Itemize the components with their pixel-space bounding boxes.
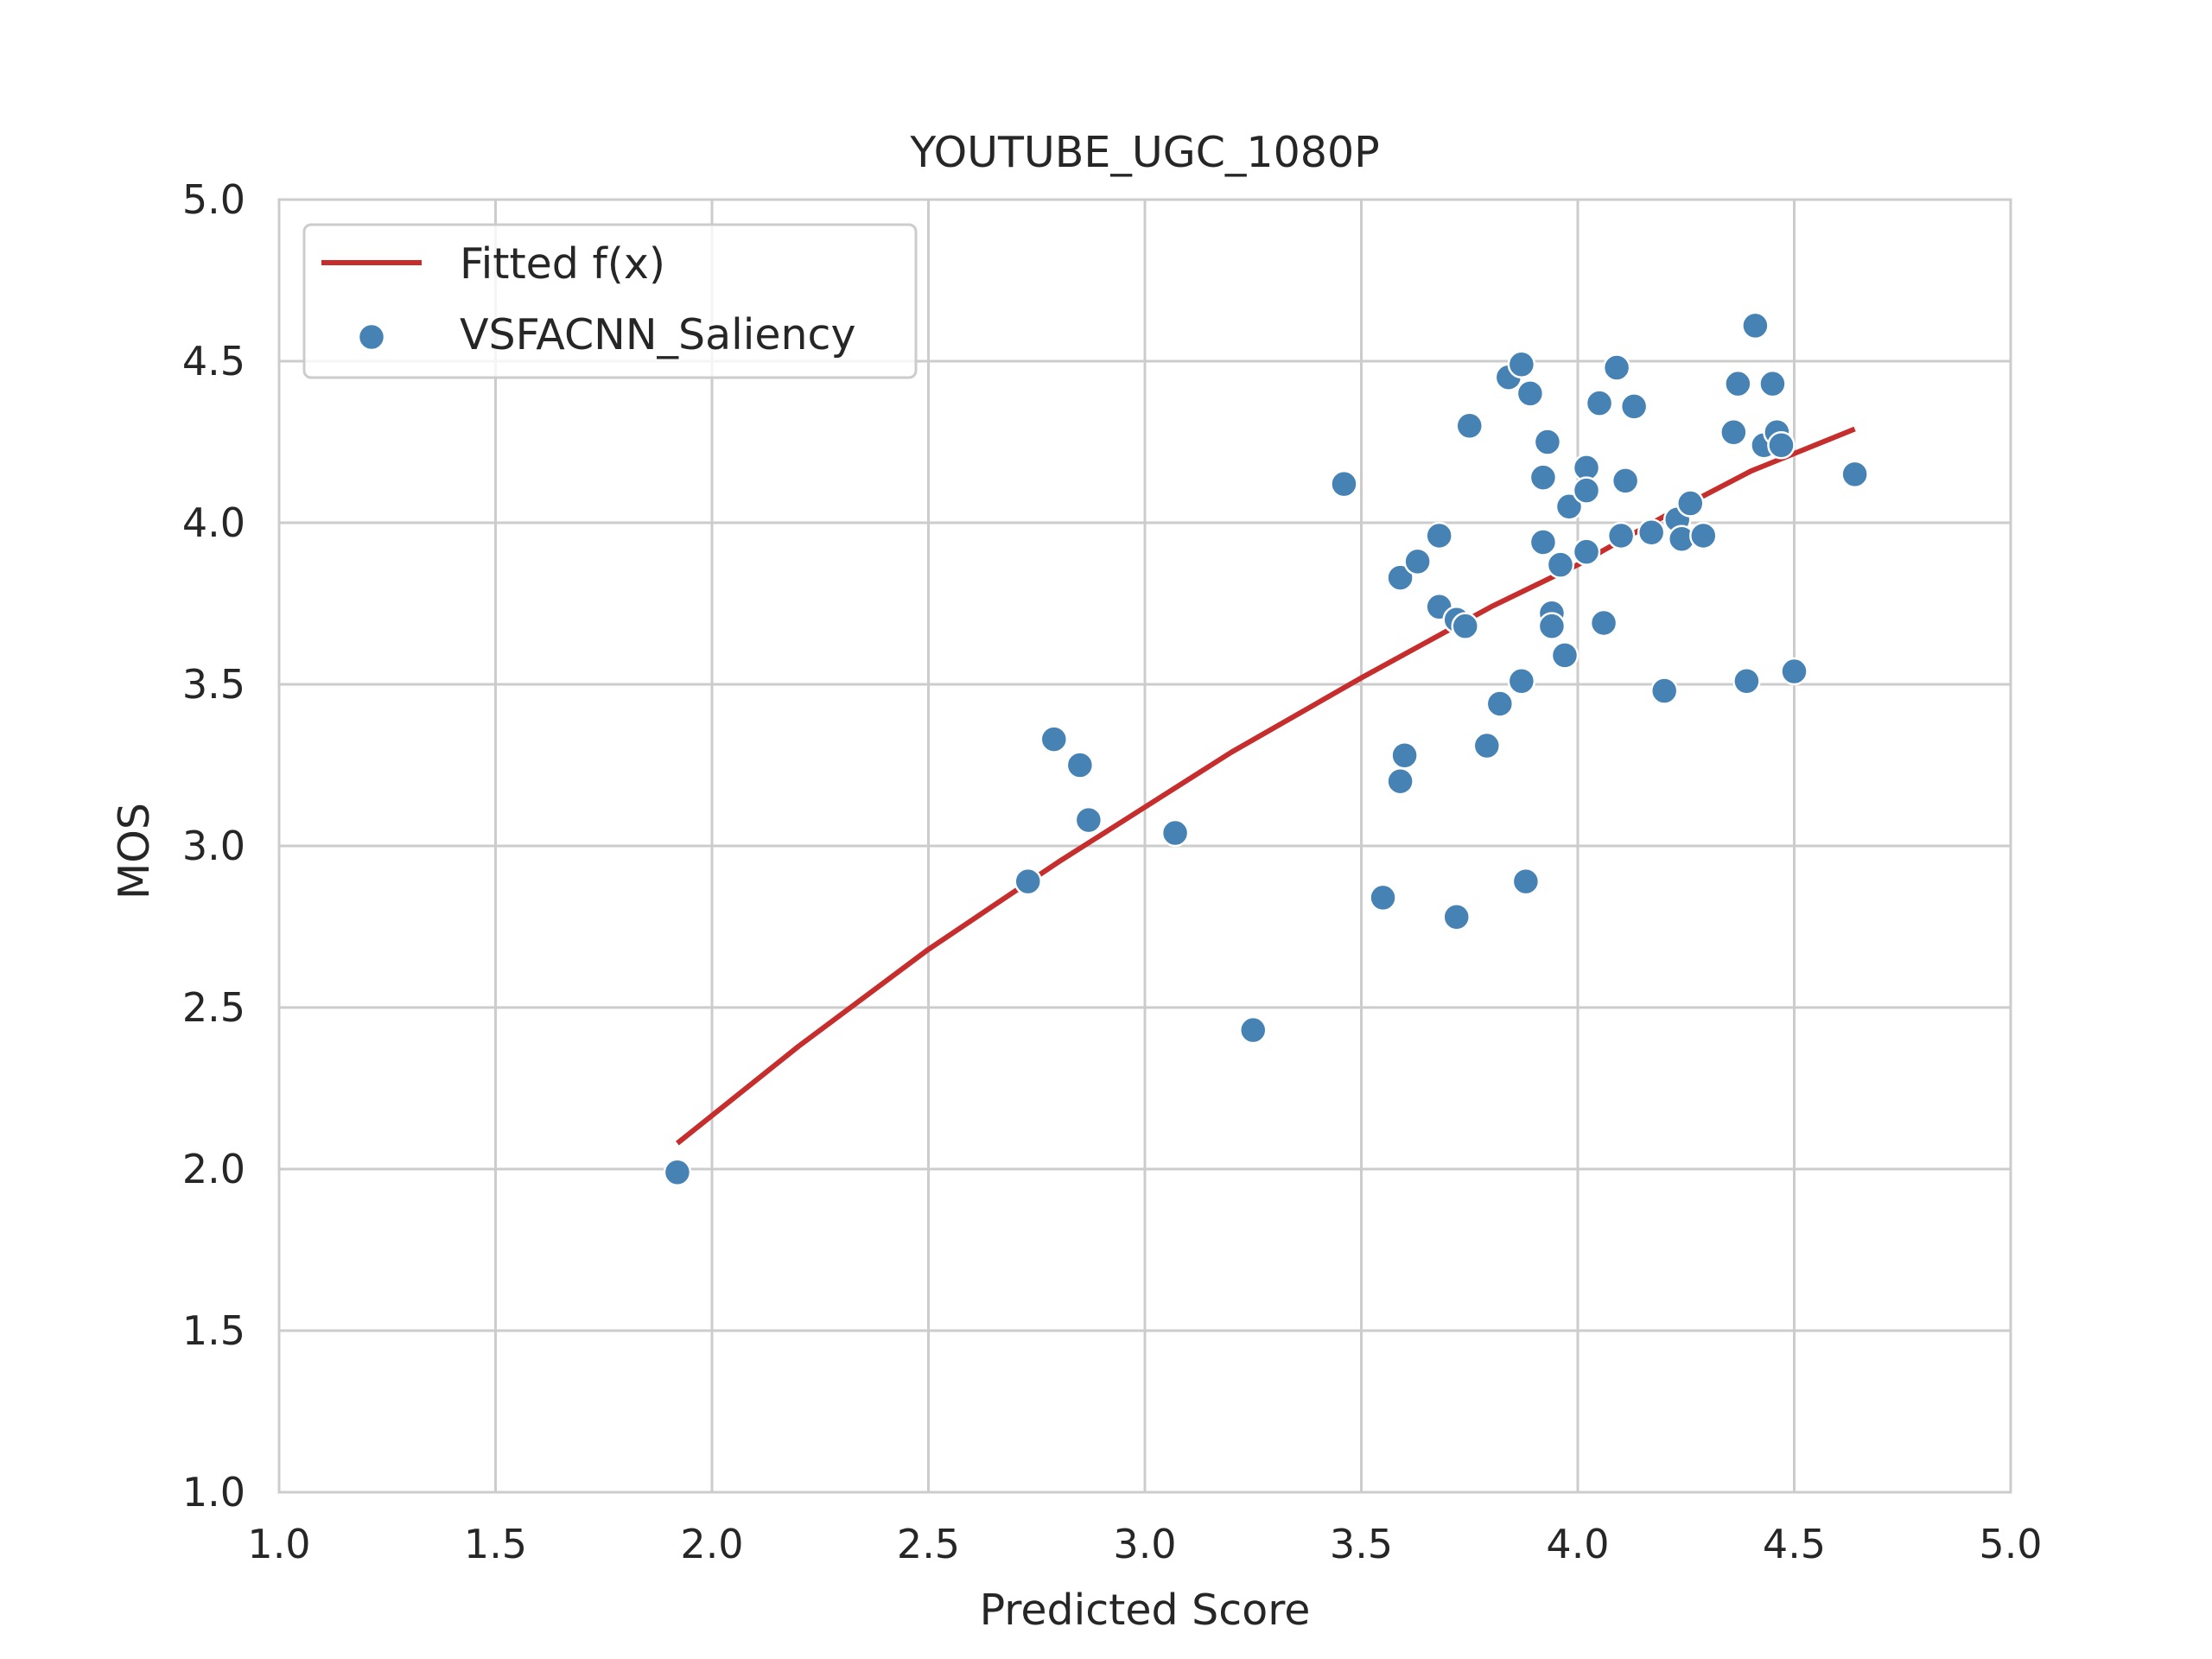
data-point [1529, 463, 1558, 492]
data-point [1425, 521, 1453, 550]
y-tick-label: 1.0 [182, 1469, 245, 1516]
data-point [1840, 460, 1869, 489]
data-point [1239, 1015, 1268, 1045]
scatter-points-layer [663, 311, 1869, 1186]
data-point [1451, 612, 1479, 640]
data-point [1516, 379, 1545, 408]
data-point [1724, 369, 1752, 398]
plot-frame [277, 198, 2012, 1494]
data-point [1676, 489, 1705, 518]
x-tick-label: 4.5 [1763, 1521, 1826, 1567]
x-tick-label: 5.0 [1979, 1521, 2042, 1567]
data-point [1533, 428, 1562, 456]
data-point [1606, 521, 1636, 550]
legend-saliency-label: VSFACNN_Saliency [460, 310, 856, 359]
x-tick-label: 3.5 [1330, 1521, 1393, 1567]
data-point [1472, 731, 1502, 760]
data-point [1511, 867, 1541, 896]
data-point [1039, 725, 1069, 753]
data-point [1529, 528, 1558, 556]
data-point [1507, 667, 1536, 696]
data-point [1507, 350, 1536, 378]
data-point [1554, 493, 1584, 521]
y-tick-label: 1.5 [182, 1307, 245, 1354]
x-tick-labels: 1.0 1.5 2.0 2.5 3.0 3.5 4.0 4.5 5.0 [247, 1521, 2042, 1567]
data-point [1074, 805, 1103, 835]
legend: Fitted f(x) VSFACNN_Saliency [302, 223, 918, 379]
y-axis-label: MOS [110, 803, 159, 899]
data-point [1637, 518, 1666, 547]
data-point [1403, 547, 1432, 576]
y-tick-labels: 1.0 1.5 2.0 2.5 3.0 3.5 4.0 4.5 5.0 [182, 176, 245, 1516]
y-tick-label: 3.0 [182, 823, 245, 869]
data-point [1649, 677, 1679, 705]
y-tick-label: 5.0 [182, 176, 245, 223]
data-point [1160, 818, 1190, 848]
data-point [1390, 741, 1419, 770]
data-point [1485, 690, 1515, 718]
x-tick-label: 1.5 [464, 1521, 527, 1567]
x-axis-label: Predicted Score [980, 1586, 1311, 1635]
data-point [1780, 657, 1808, 686]
legend-fitted-label: Fitted f(x) [460, 239, 665, 289]
grid [277, 198, 2012, 1494]
data-point [1386, 563, 1414, 592]
data-point [1455, 411, 1484, 441]
data-point [1767, 430, 1796, 460]
y-tick-label: 3.5 [182, 661, 245, 708]
data-point [1442, 903, 1471, 931]
data-point [1619, 392, 1649, 421]
data-point [1386, 766, 1414, 796]
data-point [1572, 537, 1601, 566]
data-point [1719, 418, 1748, 447]
data-point [1014, 867, 1042, 896]
data-point [1065, 751, 1095, 779]
data-point [1611, 467, 1640, 495]
x-tick-label: 2.0 [680, 1521, 743, 1567]
data-point [1537, 612, 1567, 640]
chart-title: YOUTUBE_UGC_1080P [909, 128, 1379, 177]
x-tick-label: 3.0 [1113, 1521, 1176, 1567]
data-point [1689, 521, 1718, 550]
legend-box [302, 223, 918, 379]
data-point [1550, 641, 1580, 670]
data-point [1369, 883, 1397, 912]
data-point [663, 1158, 692, 1186]
data-point [1758, 369, 1787, 398]
y-tick-label: 4.0 [182, 499, 245, 546]
x-tick-label: 4.0 [1546, 1521, 1609, 1567]
data-point [1732, 667, 1761, 696]
data-point [1572, 476, 1601, 505]
x-tick-label: 2.5 [897, 1521, 960, 1567]
data-point [1546, 550, 1575, 579]
data-point [1589, 608, 1618, 638]
legend-saliency-marker [357, 322, 386, 352]
y-tick-label: 4.5 [182, 338, 245, 385]
y-tick-label: 2.5 [182, 984, 245, 1031]
y-tick-label: 2.0 [182, 1146, 245, 1192]
data-point [1741, 311, 1770, 340]
x-tick-label: 1.0 [247, 1521, 310, 1567]
data-point [1330, 469, 1358, 499]
data-point [1602, 353, 1631, 382]
data-point [1585, 389, 1614, 417]
